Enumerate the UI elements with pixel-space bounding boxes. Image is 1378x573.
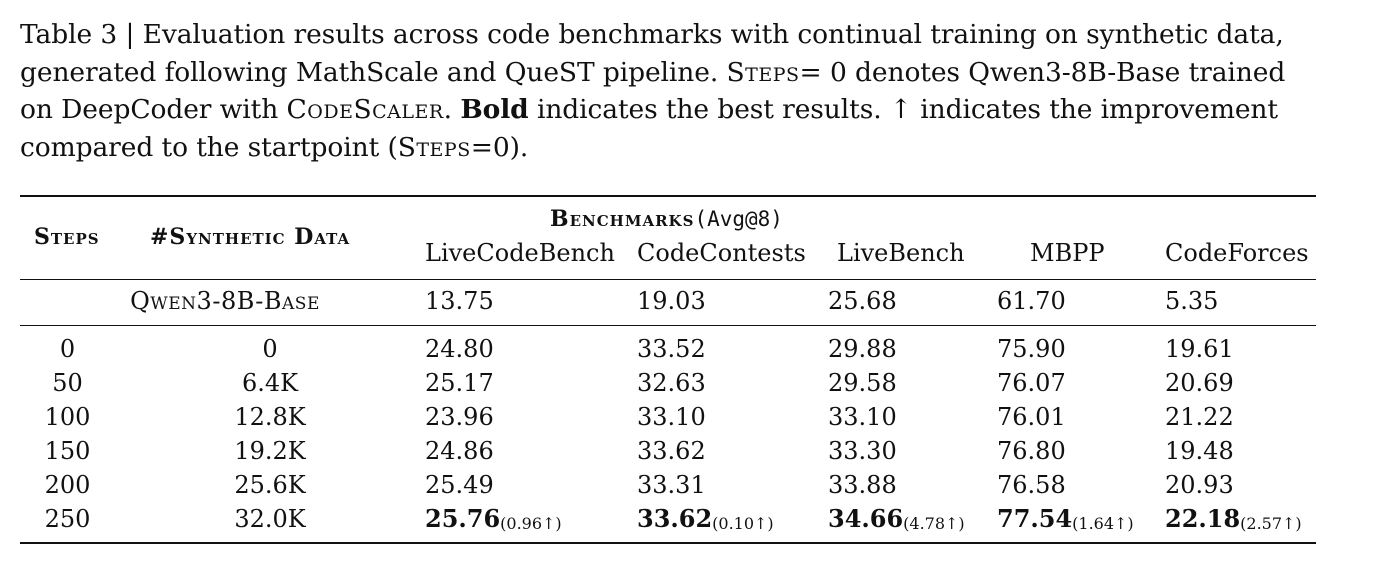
row-livecodebench: 23.96: [425, 403, 494, 431]
delta-livecodebench: (0.96↑): [500, 514, 562, 533]
top-rule: [20, 195, 1316, 197]
row-codeforces: 19.48: [1165, 437, 1234, 465]
best-codecontests: 33.62(0.10↑): [637, 504, 774, 533]
row-codeforces: 21.22: [1165, 403, 1234, 431]
base-label: Qwen3-8B-Base: [130, 287, 320, 315]
header-rule: [20, 279, 1316, 280]
row-steps: 100: [44, 403, 91, 431]
row-steps: 50: [52, 369, 83, 397]
row-livebench: 33.10: [828, 403, 897, 431]
row-livebench: 29.88: [828, 335, 897, 363]
row-mbpp: 75.90: [997, 335, 1066, 363]
delta-codecontests: (0.10↑): [712, 514, 774, 533]
caption-line-3: on DeepCoder with CodeScaler. Bold indic…: [20, 94, 1278, 125]
delta-mbpp: (1.64↑): [1072, 514, 1134, 533]
results-table: Steps #Synthetic Data Benchmarks(Avg@8) …: [20, 195, 1316, 545]
row-steps: 150: [44, 437, 91, 465]
header-steps: Steps: [34, 224, 100, 250]
row-steps: 250: [44, 505, 91, 533]
delta-codeforces: (2.57↑): [1240, 514, 1302, 533]
row-livebench: 29.58: [828, 369, 897, 397]
row-codecontests: 33.52: [637, 335, 706, 363]
bottom-rule: [20, 542, 1316, 544]
row-codecontests: 33.62: [637, 437, 706, 465]
row-livecodebench: 24.80: [425, 335, 494, 363]
base-codeforces: 5.35: [1165, 287, 1219, 315]
base-livebench: 25.68: [828, 287, 897, 315]
row-data: 12.8K: [234, 403, 306, 431]
row-codeforces: 20.93: [1165, 471, 1234, 499]
row-livebench: 33.88: [828, 471, 897, 499]
row-livecodebench: 25.17: [425, 369, 494, 397]
best-codeforces: 22.18(2.57↑): [1165, 504, 1302, 533]
header-benchmarks: Benchmarks(Avg@8): [550, 206, 783, 232]
table-caption: Table 3 | Evaluation results across code…: [20, 16, 1340, 166]
row-steps: 0: [59, 335, 76, 363]
row-codecontests: 33.10: [637, 403, 706, 431]
row-mbpp: 76.01: [997, 403, 1066, 431]
header-synthetic-data: #Synthetic Data: [150, 224, 351, 250]
row-codecontests: 32.63: [637, 369, 706, 397]
row-data: 19.2K: [234, 437, 306, 465]
best-livebench: 34.66(4.78↑): [828, 504, 965, 533]
row-codeforces: 19.61: [1165, 335, 1234, 363]
col-livecodebench: LiveCodeBench: [425, 239, 615, 267]
row-mbpp: 76.80: [997, 437, 1066, 465]
base-livecodebench: 13.75: [425, 287, 494, 315]
base-codecontests: 19.03: [637, 287, 706, 315]
row-livebench: 33.30: [828, 437, 897, 465]
row-data: 25.6K: [234, 471, 306, 499]
caption-line-1: Table 3 | Evaluation results across code…: [20, 19, 1284, 50]
row-mbpp: 76.07: [997, 369, 1066, 397]
row-data: 0: [262, 335, 278, 363]
delta-livebench: (4.78↑): [903, 514, 965, 533]
base-rule: [20, 325, 1316, 326]
base-mbpp: 61.70: [997, 287, 1066, 315]
col-mbpp: MBPP: [1030, 239, 1105, 267]
col-codeforces: CodeForces: [1165, 239, 1309, 267]
col-livebench: LiveBench: [837, 239, 965, 267]
row-livecodebench: 25.49: [425, 471, 494, 499]
caption-line-2: generated following MathScale and QueST …: [20, 56, 1286, 88]
row-steps: 200: [44, 471, 91, 499]
row-data: 32.0K: [234, 505, 306, 533]
row-mbpp: 76.58: [997, 471, 1066, 499]
row-livecodebench: 24.86: [425, 437, 494, 465]
best-mbpp: 77.54(1.64↑): [997, 504, 1134, 533]
caption-line-4: compared to the startpoint (Steps=0).: [20, 131, 529, 163]
row-data: 6.4K: [241, 369, 299, 397]
col-codecontests: CodeContests: [637, 239, 806, 267]
row-codeforces: 20.69: [1165, 369, 1234, 397]
best-livecodebench: 25.76(0.96↑): [425, 504, 562, 533]
row-codecontests: 33.31: [637, 471, 706, 499]
header-avg: (Avg@8): [694, 207, 783, 231]
